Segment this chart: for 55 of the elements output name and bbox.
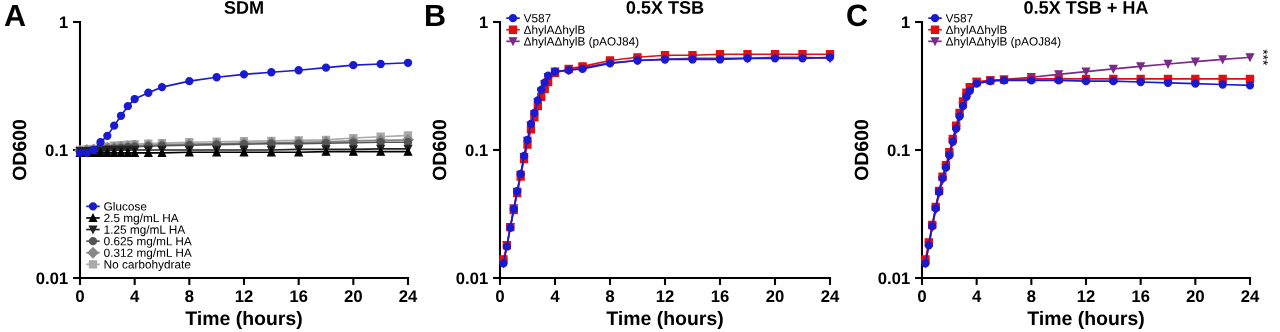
x-tick-label: 16 [711,290,729,303]
x-tick-label: 8 [605,290,615,303]
y-tick-label: 0.1 [45,144,68,157]
x-tick-label: 12 [235,290,253,302]
legend-label: 0.312 mg/mL HA [104,248,192,260]
y-axis-title: OD600 [854,119,869,180]
y-tick-label: 0.1 [887,144,910,157]
x-tick-label: 20 [344,290,362,303]
y-tick-label: 0.01 [878,272,910,285]
legend-label: ΔhylAΔhylB [523,25,585,37]
legend-label: ΔhylAΔhylB (pAOJ84) [523,36,639,48]
x-tick-label: 8 [1027,290,1036,303]
x-tick-label: 0 [76,290,84,303]
x-axis-title: Time (hours) [1027,310,1144,330]
y-tick-label: 1 [479,16,488,29]
x-tick-label: 8 [185,290,194,303]
legend-label: 2.5 mg/mL HA [104,213,179,225]
x-tick-label: 4 [130,290,140,302]
chart-title: SDM [224,1,263,14]
x-tick-label: 0 [496,290,504,303]
legend-label: No carbohydrate [104,259,191,271]
legend-label: 1.25 mg/mL HA [104,225,186,237]
y-tick-label: 1 [59,16,68,29]
text: C [847,4,868,27]
x-tick-label: 12 [1077,290,1095,302]
legend-label: V587 [945,14,973,23]
x-tick-label: 16 [1132,290,1150,303]
legend-label: Glucose [104,201,147,211]
chart-title: 0.5X TSB [626,1,704,14]
x-tick-label: 12 [656,290,674,302]
x-tick-label: 16 [290,290,308,303]
y-tick-label: 0.01 [36,272,68,285]
y-tick-label: 1 [901,16,910,29]
x-axis-title: Time (hours) [185,310,302,330]
x-tick-label: 4 [550,290,560,302]
x-tick-label: 24 [1241,290,1260,302]
annotation: *** [1263,49,1268,66]
x-axis-title: Time (hours) [606,310,723,330]
x-tick-label: 20 [1186,290,1204,303]
x-tick-label: 24 [399,290,418,302]
legend-label: V587 [523,14,551,23]
y-axis-title: OD600 [432,119,447,180]
x-tick-label: 4 [972,290,982,302]
y-axis-title: OD600 [12,119,27,180]
text: A [4,4,26,26]
x-tick-label: 0 [918,290,926,303]
y-tick-label: 0.01 [456,272,488,285]
chart-title: 0.5X TSB + HA [1024,1,1148,14]
text: B [426,4,445,26]
legend-label: ΔhylAΔhylB (pAOJ84) [945,36,1061,48]
x-tick-label: 24 [821,290,840,302]
legend-label: ΔhylAΔhylB [945,25,1007,37]
y-tick-label: 0.1 [465,144,488,157]
legend-label: 0.625 mg/mL HA [104,236,192,248]
x-tick-label: 20 [766,290,784,303]
